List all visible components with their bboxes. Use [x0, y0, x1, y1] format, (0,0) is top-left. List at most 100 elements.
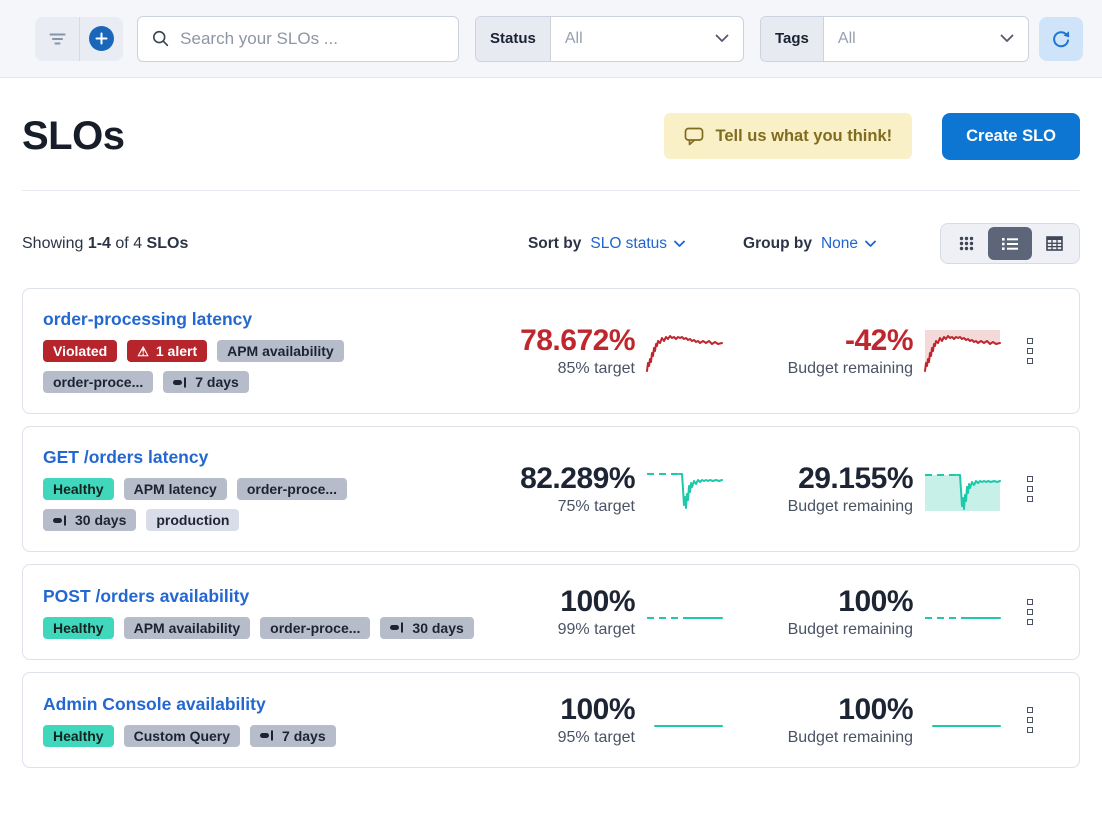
sort-by-control: Sort by SLO status	[528, 235, 685, 253]
kebab-menu-button[interactable]	[1023, 703, 1037, 737]
slo-card: order-processing latency Violated ⚠ 1 aler…	[22, 288, 1080, 414]
sparkline-chart	[932, 725, 1001, 727]
slo-budget-metric: 100% Budget remaining	[739, 693, 1001, 747]
sparkline-chart	[925, 474, 1001, 511]
badge-order-proce[interactable]: order-proce...	[236, 478, 348, 500]
chevron-down-icon	[715, 34, 729, 42]
budget-label: Budget remaining	[787, 360, 913, 377]
badge-apm-availability[interactable]: APM availability	[123, 616, 251, 639]
filter-icon	[49, 33, 65, 44]
slo-status-metric: 78.672% 85% target	[471, 324, 723, 378]
list-view-icon	[1002, 237, 1018, 250]
slo-name-link[interactable]: POST /orders availability	[43, 585, 250, 606]
badge-1-alert[interactable]: ⚠ 1 alert	[127, 340, 208, 362]
tags-filter-label: Tags	[761, 16, 824, 61]
table-view-icon	[1045, 236, 1063, 251]
badge-healthy[interactable]: Healthy	[43, 478, 114, 500]
top-toolbar: Status All Tags All	[0, 0, 1102, 78]
budget-label: Budget remaining	[787, 621, 913, 638]
sort-by-label: Sort by	[527, 234, 582, 252]
sparkline-chart	[646, 335, 723, 372]
slo-card: Admin Console availability Healthy Custom…	[22, 672, 1080, 768]
slo-status-metric: 100% 95% target	[471, 693, 723, 747]
badge-healthy[interactable]: Healthy	[43, 724, 114, 747]
slo-name-link[interactable]: GET /orders latency	[43, 447, 209, 467]
sort-by-dropdown[interactable]: SLO status	[590, 235, 685, 253]
badge-apm-availability[interactable]: APM availability	[217, 340, 344, 362]
create-slo-button[interactable]: Create SLO	[942, 112, 1080, 160]
status-filter-select[interactable]: Status All	[475, 15, 744, 62]
chevron-down-icon	[1000, 34, 1014, 42]
slo-budget-metric: -42% Budget remaining	[739, 324, 1001, 378]
badge-custom-query[interactable]: Custom Query	[123, 724, 241, 747]
status-target-label: 85% target	[557, 360, 635, 377]
budget-value: 29.155%	[798, 462, 913, 495]
refresh-icon	[1053, 30, 1070, 47]
group-by-dropdown[interactable]: None	[821, 235, 876, 253]
status-value: 82.289%	[520, 462, 635, 495]
badge-healthy[interactable]: Healthy	[43, 616, 114, 639]
add-filter-button[interactable]	[79, 16, 123, 61]
status-value: 100%	[560, 585, 635, 618]
badge-violated[interactable]: Violated	[43, 340, 118, 362]
budget-value: -42%	[844, 324, 914, 357]
time-window-icon	[260, 730, 274, 741]
grid-view-button[interactable]	[944, 227, 988, 260]
search-input[interactable]	[180, 28, 444, 49]
table-view-button[interactable]	[1032, 227, 1076, 260]
kebab-menu-button[interactable]	[1023, 595, 1037, 629]
budget-value: 100%	[838, 585, 913, 618]
slo-search	[137, 15, 459, 62]
page-title: SLOs	[22, 114, 125, 158]
chevron-down-icon	[865, 240, 876, 247]
badge-30-days[interactable]: 30 days	[380, 616, 474, 639]
sparkline-chart	[647, 617, 723, 619]
budget-value: 100%	[838, 693, 913, 726]
list-controls: Showing 1-4 of 4 SLOs Sort by SLO status…	[22, 223, 1080, 264]
badge-order-proce[interactable]: order-proce...	[43, 371, 154, 393]
budget-label: Budget remaining	[787, 729, 913, 746]
badge-7-days[interactable]: 7 days	[163, 371, 249, 393]
chevron-down-icon	[674, 240, 685, 247]
tags-filter-select[interactable]: Tags All	[760, 15, 1029, 62]
showing-count: Showing 1-4 of 4 SLOs	[22, 234, 189, 252]
status-filter-value: All	[564, 29, 583, 47]
plus-icon	[89, 26, 114, 51]
badge-rows: Violated ⚠ 1 alert APM availability order-pr…	[43, 340, 471, 393]
view-mode-toggle	[940, 223, 1080, 264]
slo-list: order-processing latency Violated ⚠ 1 aler…	[0, 288, 1102, 768]
status-filter-label: Status	[476, 16, 551, 61]
kebab-menu-button[interactable]	[1023, 334, 1037, 368]
sparkline-chart	[924, 330, 1001, 372]
status-target-label: 95% target	[557, 729, 635, 746]
slo-name-link[interactable]: Admin Console availability	[43, 693, 266, 714]
kebab-menu-button[interactable]	[1023, 472, 1037, 506]
slo-budget-metric: 29.155% Budget remaining	[739, 462, 1001, 516]
budget-label: Budget remaining	[787, 498, 913, 515]
badge-production[interactable]: production	[146, 509, 240, 531]
group-by-label: Group by	[743, 234, 812, 252]
sparkline-chart	[925, 617, 1001, 619]
time-window-icon	[390, 622, 404, 633]
feedback-button[interactable]: Tell us what you think!	[663, 113, 913, 159]
sparkline-chart	[654, 725, 723, 727]
badge-order-proce[interactable]: order-proce...	[260, 616, 371, 639]
grid-view-icon	[959, 236, 973, 251]
badge-7-days[interactable]: 7 days	[250, 724, 336, 747]
refresh-button[interactable]	[1039, 16, 1083, 61]
slo-name-link[interactable]: order-processing latency	[43, 309, 253, 329]
slo-status-metric: 82.289% 75% target	[471, 462, 723, 516]
slo-budget-metric: 100% Budget remaining	[739, 585, 1001, 639]
list-view-button[interactable]	[988, 227, 1032, 260]
status-target-label: 99% target	[557, 621, 635, 638]
badge-rows: Healthy APM availability order-proce... 30 …	[43, 616, 474, 639]
status-value: 100%	[560, 693, 635, 726]
filter-button[interactable]	[35, 17, 79, 61]
badge-rows: Healthy Custom Query 7 days	[43, 724, 471, 747]
warning-icon: ⚠	[137, 343, 149, 359]
header-divider	[22, 190, 1080, 191]
time-window-icon	[53, 515, 66, 525]
badge-30-days[interactable]: 30 days	[43, 509, 137, 531]
badge-apm-latency[interactable]: APM latency	[123, 478, 227, 500]
badge-rows: Healthy APM latency order-proce... 30 days p…	[43, 478, 471, 531]
